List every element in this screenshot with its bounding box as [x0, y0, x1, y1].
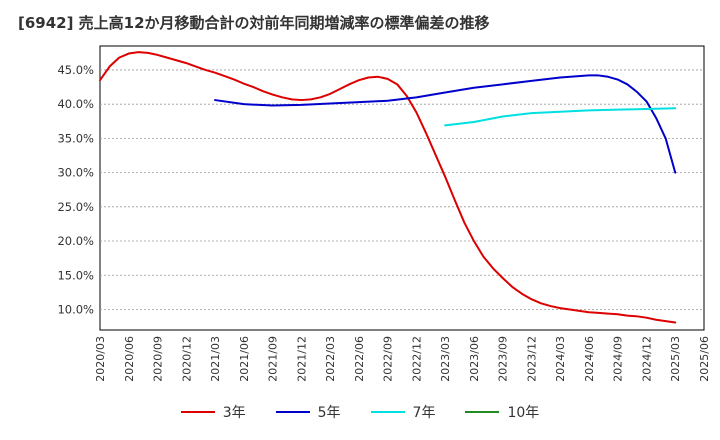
y-tick-label: 25.0%: [57, 200, 94, 214]
legend-swatch-5y: [275, 411, 310, 413]
legend-swatch-10y: [465, 411, 500, 413]
x-tick-label: 2023/12: [525, 336, 538, 382]
x-tick-label: 2022/12: [410, 336, 423, 382]
x-tick-label: 2023/09: [497, 336, 510, 382]
x-tick-label: 2020/06: [123, 336, 136, 382]
legend-item-7y: 7年: [370, 402, 436, 422]
legend: 3年 5年 7年 10年: [0, 402, 720, 422]
y-tick-label: 40.0%: [57, 97, 94, 111]
x-tick-label: 2020/12: [180, 336, 193, 382]
y-tick-label: 10.0%: [57, 302, 94, 316]
chart-title: [6942] 売上高12か月移動合計の対前年同期増減率の標準偏差の推移: [18, 14, 490, 32]
x-tick-label: 2024/09: [612, 336, 625, 382]
y-tick-label: 15.0%: [57, 268, 94, 282]
legend-label-10y: 10年: [507, 405, 540, 421]
x-tick-label: 2020/09: [152, 336, 165, 382]
series-line-3: [444, 107, 677, 127]
legend-swatch-7y: [370, 411, 405, 413]
x-tick-label: 2024/06: [583, 336, 596, 382]
y-tick-label: 45.0%: [57, 63, 94, 77]
y-tick-label: 20.0%: [57, 234, 94, 248]
series-line-1: [99, 51, 677, 324]
x-tick-labels: 2020/03 2020/06 2020/09 2020/12 2021/03 2021/…: [94, 336, 711, 382]
x-tick-label: 2024/03: [554, 336, 567, 382]
x-tick-label: 2021/06: [238, 336, 251, 382]
x-tick-label: 2024/12: [640, 336, 653, 382]
legend-swatch-3y: [180, 411, 215, 413]
legend-label-7y: 7年: [412, 405, 436, 421]
x-tick-label: 2022/03: [324, 336, 337, 382]
series-line-2: [214, 74, 677, 174]
grid-lines: [100, 69, 704, 310]
x-tick-label: 2025/06: [698, 336, 711, 382]
legend-label-3y: 3年: [222, 405, 246, 421]
x-tick-label: 2022/09: [382, 336, 395, 382]
legend-item-10y: 10年: [465, 402, 539, 422]
x-tick-label: 2022/06: [353, 336, 366, 382]
x-tick-label: 2020/03: [94, 336, 107, 382]
x-tick-label: 2021/09: [267, 336, 280, 382]
plot-area: [99, 45, 705, 331]
x-tick-label: 2021/03: [209, 336, 222, 382]
y-tick-label: 35.0%: [57, 131, 94, 145]
x-tick-label: 2025/03: [669, 336, 682, 382]
legend-item-3y: 3年: [180, 402, 246, 422]
x-tick-label: 2021/12: [295, 336, 308, 382]
y-tick-labels: 10.0% 15.0% 20.0% 25.0% 30.0% 35.0% 40.0% 45.0%: [57, 63, 94, 317]
x-tick-label: 2023/03: [439, 336, 452, 382]
line-chart: 10.0% 15.0% 20.0% 25.0% 30.0% 35.0% 40.0% 45.0%…: [57, 45, 711, 382]
y-tick-label: 30.0%: [57, 166, 94, 180]
legend-item-5y: 5年: [275, 402, 341, 422]
legend-label-5y: 5年: [317, 405, 341, 421]
x-tick-label: 2023/06: [468, 336, 481, 382]
series-lines: [99, 51, 677, 324]
